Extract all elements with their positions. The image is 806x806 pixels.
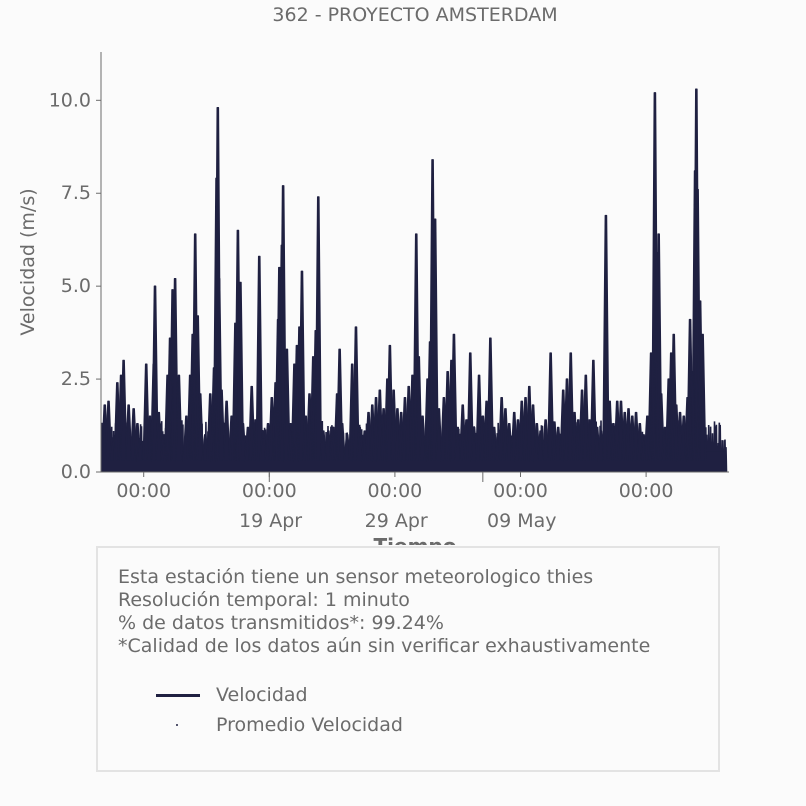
info-line-transmitted: % de datos transmitidos*: 99.24% [118,612,444,634]
info-text: Esta estación tiene un sensor meteorolog… [118,566,650,658]
velocidad-peak [255,255,263,462]
legend: Velocidad Promedio Velocidad [156,680,403,740]
velocidad-peak [222,400,231,462]
velocidad-peak [505,422,513,462]
x-axis-label: Tiempo [374,534,457,545]
velocidad-peak [155,411,163,462]
legend-label-velocidad: Velocidad [216,684,308,706]
velocidad-peak [201,434,209,462]
x-tick-label-date: 19 Apr [239,510,302,532]
x-tick-label-time: 00:00 [116,480,171,502]
y-tick-label: 2.5 [61,368,91,390]
velocidad-peak [319,430,328,462]
axes: 0.0 2.5 5.0 7.5 10.0 00:00 00:00 00:00 00:00 00:0… [49,52,729,532]
legend-line-swatch [156,680,216,710]
info-line-resolution: Resolución temporal: 1 minuto [118,589,410,611]
velocidad-peak [196,393,204,462]
velocidad-peak [124,404,133,462]
legend-dot-swatch [156,710,216,740]
legend-label-promedio: Promedio Velocidad [216,714,403,736]
y-axis-label: Velocidad (m/s) [17,188,39,335]
plot-area [100,88,728,473]
velocidad-peak [356,426,364,462]
velocidad-peak [119,359,128,462]
velocidad-peak [435,408,443,462]
velocidad-peak [217,389,226,462]
chart: 362 - PROYECTO AMSTERDAM Velocidad (m/s)… [17,4,729,545]
x-tick-label-date: 29 Apr [365,510,428,532]
velocidad-peak [324,430,333,462]
velocidad-peak [470,426,478,462]
velocidad-peak [239,422,247,462]
legend-item-velocidad: Velocidad [156,680,403,710]
chart-title: 362 - PROYECTO AMSTERDAM [272,4,557,26]
x-tick-label-date: 09 May [487,510,557,532]
velocidad-peak [541,419,550,462]
velocidad-peak [698,333,707,462]
velocidad-peak [554,426,562,462]
x-tick-label-time: 00:00 [368,480,423,502]
velocidad-peak [136,437,144,462]
velocidad-peak [454,426,462,462]
y-tick-label: 10.0 [49,89,91,111]
info-line-sensor: Esta estación tiene un sensor meteorolog… [118,566,594,588]
velocidad-peak [175,374,183,462]
y-tick-label: 0.0 [61,461,91,483]
info-line-quality: *Calidad de los datos aún sin verificar … [118,635,651,657]
y-tick-label: 5.0 [61,275,91,297]
y-tick-label: 7.5 [61,182,91,204]
velocidad-peak [259,430,267,462]
x-tick-label-time: 00:00 [242,480,297,502]
velocidad-peak [314,196,322,462]
legend-item-promedio: Promedio Velocidad [156,710,403,740]
x-tick-label-time: 00:00 [619,480,674,502]
velocidad-peak [536,430,545,462]
info-box: Esta estación tiene un sensor meteorolog… [96,546,720,772]
x-tick-label-time: 00:00 [493,480,548,502]
velocidad-peak [418,415,427,462]
velocidad-peak [338,422,346,462]
